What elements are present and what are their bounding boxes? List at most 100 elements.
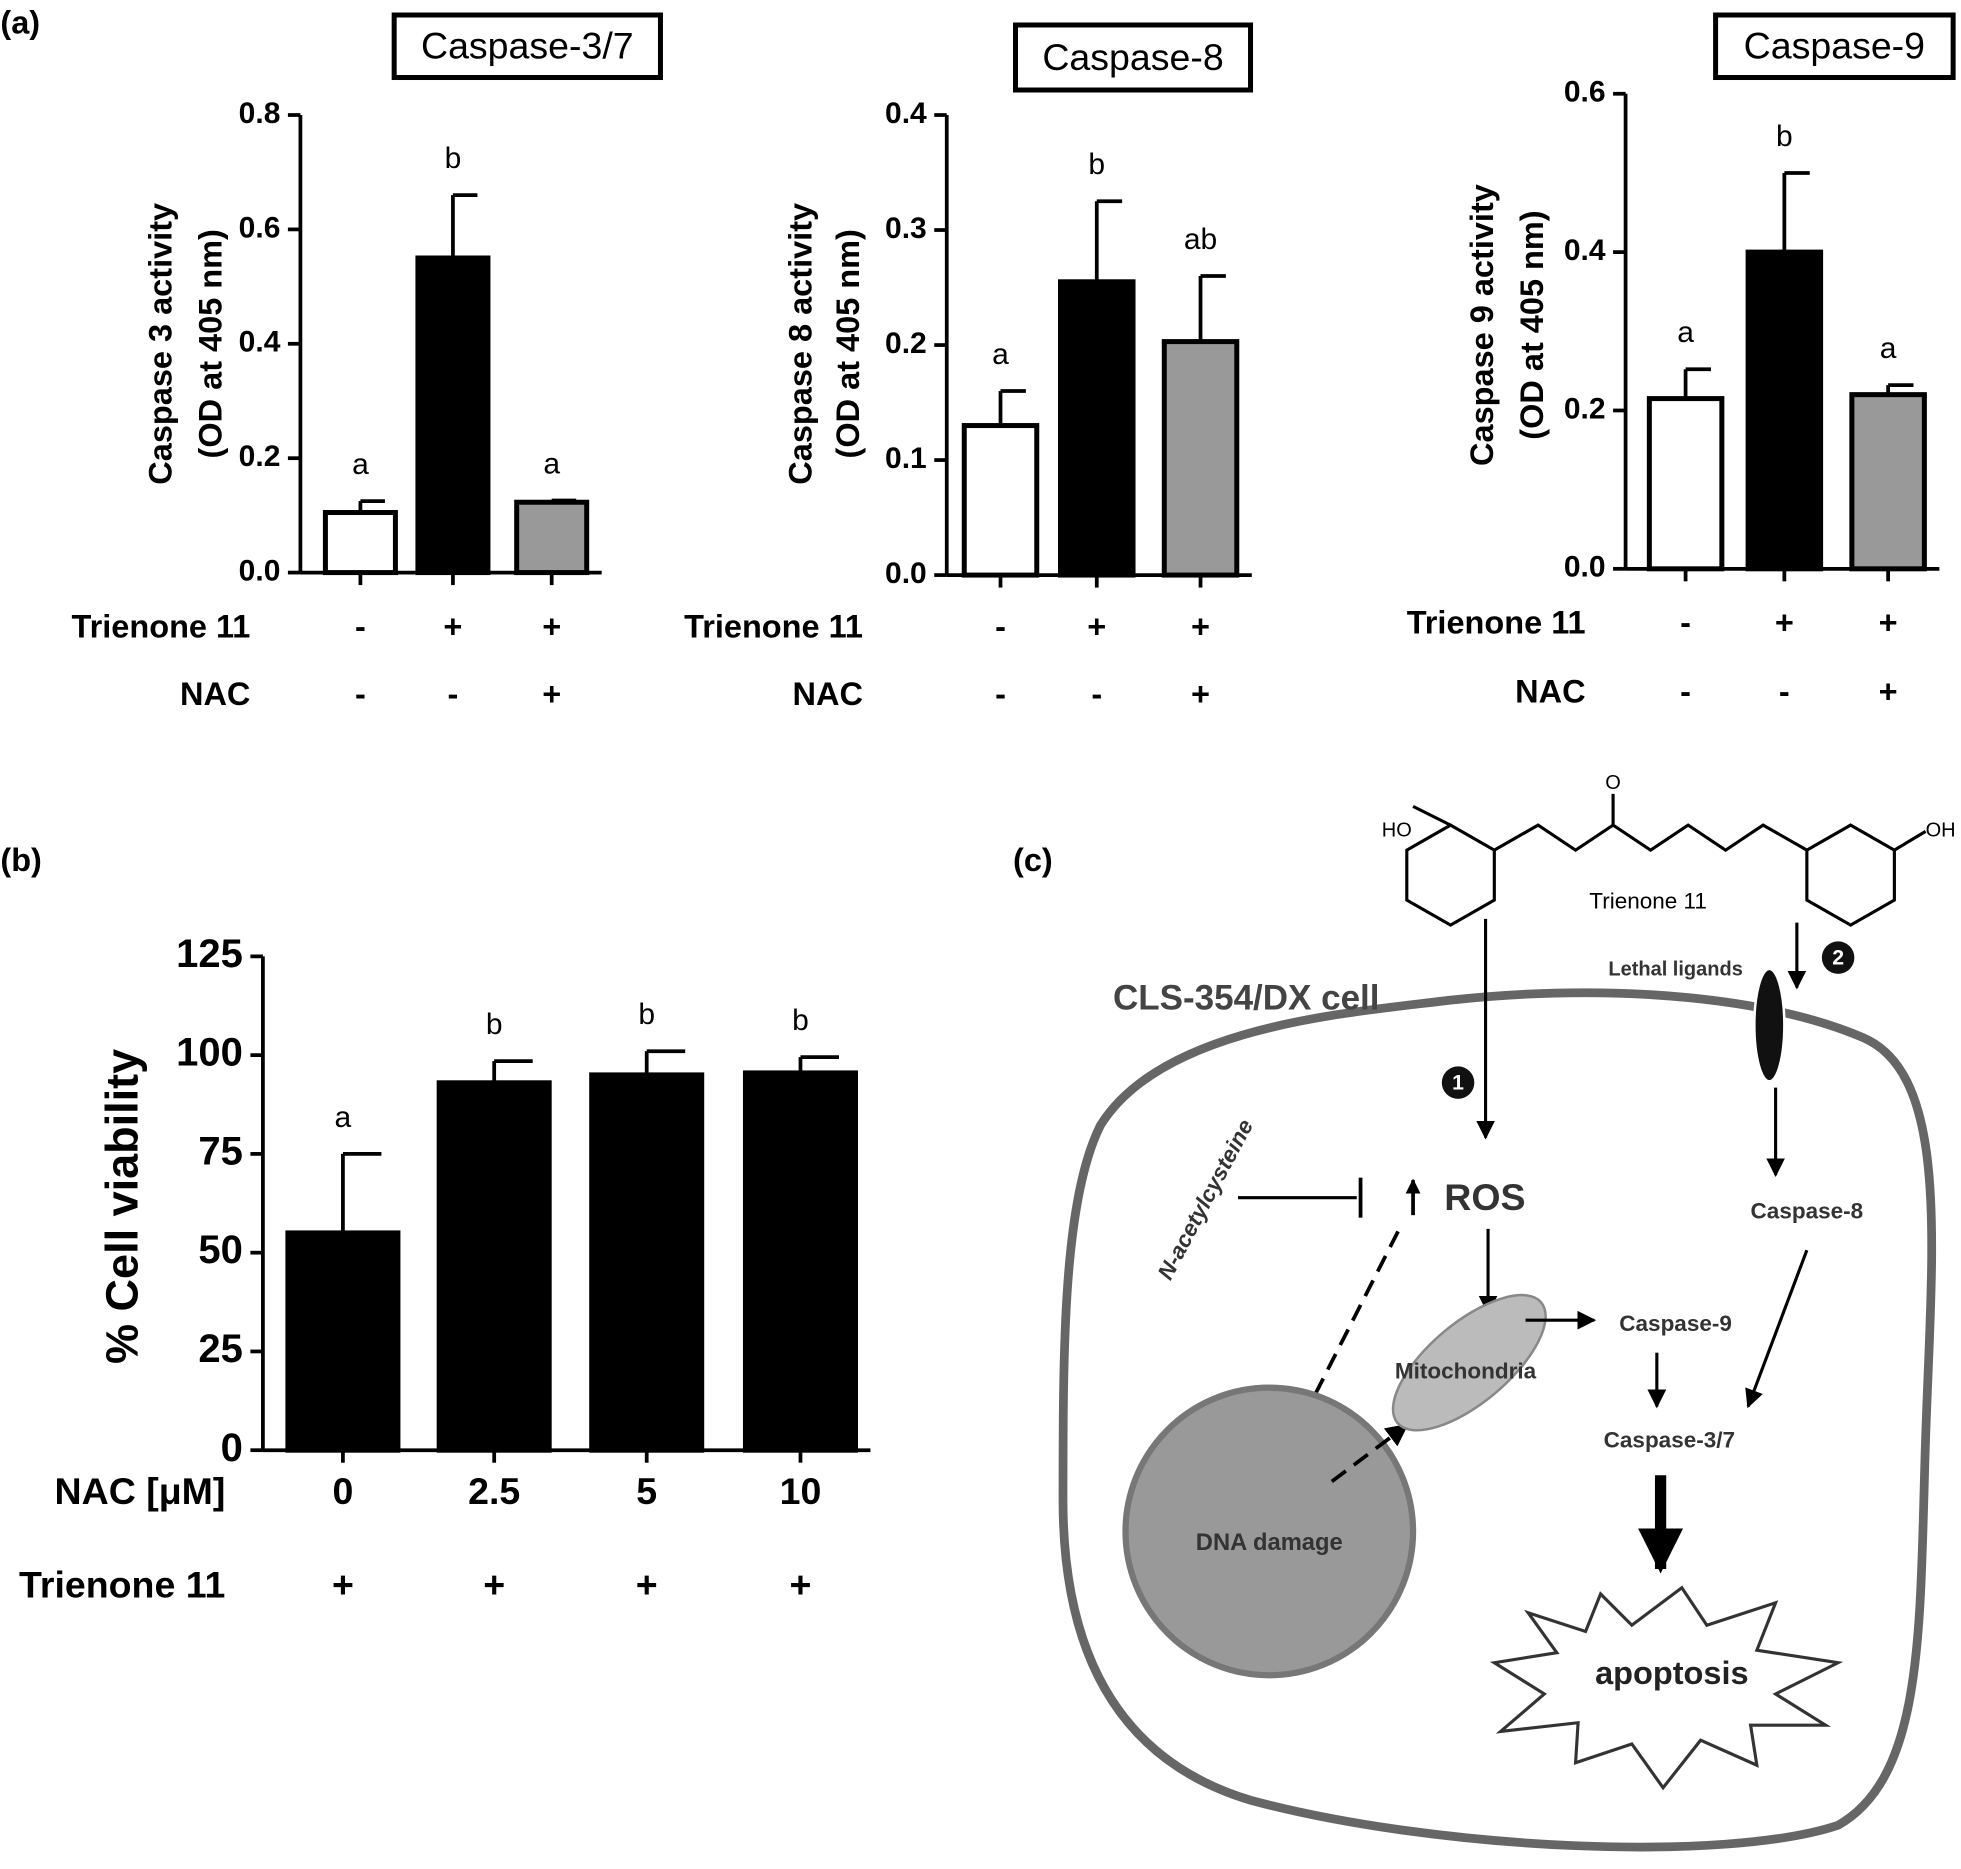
y-tick-label: 50: [198, 1228, 243, 1272]
condition-label: Trienone 11: [72, 608, 251, 644]
condition-value: +: [1191, 676, 1210, 712]
y-axis-label: (OD at 405 nm): [1514, 210, 1550, 439]
condition-value: 2.5: [468, 1470, 520, 1512]
panel-label: (b): [0, 842, 41, 878]
receptor: [1753, 967, 1786, 1083]
y-axis-label: % Cell viability: [96, 1049, 147, 1364]
condition-value: -: [995, 608, 1006, 644]
condition-value: +: [542, 676, 561, 712]
condition-label: Trienone 11: [1407, 605, 1586, 641]
bar: [514, 499, 590, 576]
bar: [1745, 249, 1824, 572]
condition-label: Trienone 11: [684, 608, 863, 644]
y-tick-label: 0.8: [239, 97, 281, 130]
ros-label: ROS: [1444, 1176, 1525, 1218]
y-tick-label: 0.4: [239, 326, 281, 359]
y-tick-label: 0.0: [885, 557, 927, 590]
mito-label: Mitochondria: [1395, 1359, 1537, 1384]
condition-value: +: [1775, 605, 1794, 641]
condition-value: -: [1779, 673, 1790, 709]
condition-label: NAC: [793, 676, 863, 712]
bar: [285, 1230, 401, 1453]
bar: [436, 1080, 552, 1453]
significance-letter: b: [1088, 148, 1105, 181]
y-axis-label: (OD at 405 nm): [192, 229, 228, 458]
condition-value: +: [1087, 608, 1106, 644]
significance-letter: a: [992, 338, 1009, 371]
cell-label: CLS-354/DX cell: [1113, 978, 1379, 1017]
step-label: 2: [1832, 945, 1844, 969]
y-tick-label: 75: [198, 1129, 243, 1173]
arrow: [1330, 1423, 1409, 1483]
significance-letter: a: [1880, 332, 1897, 365]
condition-label: NAC [μM]: [55, 1470, 226, 1512]
condition-label: NAC: [180, 676, 250, 712]
title-box: [391, 12, 663, 81]
compound-label: Trienone 11: [1589, 889, 1707, 914]
panel-label: (a): [0, 5, 40, 41]
bar: [1161, 339, 1240, 578]
bar: [322, 510, 398, 576]
condition-value: +: [542, 608, 561, 644]
condition-value: 5: [636, 1470, 657, 1512]
significance-letter: b: [445, 142, 462, 175]
y-tick-label: 0.0: [239, 554, 281, 587]
condition-value: +: [1191, 608, 1210, 644]
condition-value: +: [790, 1564, 812, 1606]
y-tick-label: 0.6: [1564, 76, 1606, 109]
chem-label: O: [1605, 772, 1621, 794]
significance-letter: a: [543, 447, 560, 480]
condition-value: -: [448, 676, 459, 712]
y-axis-label: Caspase 3 activity: [142, 203, 178, 485]
y-tick-label: 0.4: [885, 97, 927, 130]
significance-letter: a: [1677, 316, 1694, 349]
bar: [961, 423, 1040, 578]
significance-letter: b: [638, 998, 655, 1031]
condition-value: 10: [780, 1470, 822, 1512]
y-tick-label: 0.3: [885, 212, 927, 245]
y-tick-label: 0: [221, 1426, 243, 1470]
significance-letter: a: [335, 1101, 352, 1134]
bar: [742, 1070, 858, 1453]
chem-label: OH: [1926, 820, 1956, 842]
condition-value: +: [1879, 673, 1898, 709]
significance-letter: a: [352, 448, 369, 481]
condition-label: Trienone 11: [19, 1564, 225, 1606]
y-axis-label: Caspase 9 activity: [1464, 184, 1500, 466]
y-tick-label: 0.4: [1564, 234, 1606, 267]
condition-value: 0: [332, 1470, 353, 1512]
casp37-label: Caspase-3/7: [1604, 1427, 1735, 1452]
chart-title: Caspase-8: [1042, 36, 1223, 78]
y-tick-label: 0.2: [239, 440, 281, 473]
step-marker: [1441, 1066, 1475, 1099]
y-tick-label: 0.6: [239, 211, 281, 244]
condition-value: +: [636, 1564, 658, 1606]
nucleus: [1122, 1384, 1417, 1679]
ligand-label: Lethal ligands: [1608, 958, 1742, 980]
mitochondria: [1391, 1293, 1547, 1432]
significance-letter: b: [486, 1008, 503, 1041]
condition-value: +: [483, 1564, 505, 1606]
bar: [1058, 279, 1136, 578]
significance-letter: b: [1776, 120, 1793, 153]
arrow: [1745, 1249, 1809, 1409]
bar: [589, 1072, 705, 1453]
step-label: 1: [1452, 1071, 1464, 1095]
bar: [415, 255, 491, 576]
chemical-structure: [1405, 793, 1927, 927]
y-tick-label: 100: [176, 1031, 243, 1075]
apoptosis-burst: [1489, 1585, 1844, 1791]
condition-value: -: [355, 608, 366, 644]
condition-label: NAC: [1515, 673, 1585, 709]
y-tick-label: 0.1: [885, 442, 927, 475]
step-marker: [1821, 941, 1855, 974]
y-tick-label: 0.0: [1564, 551, 1606, 584]
title-box: [1713, 12, 1956, 81]
y-tick-label: 0.2: [885, 327, 927, 360]
condition-value: -: [1091, 676, 1102, 712]
condition-value: +: [332, 1564, 354, 1606]
y-axis-label: (OD at 405 nm): [830, 229, 866, 458]
casp9-label: Caspase-9: [1619, 1311, 1732, 1336]
